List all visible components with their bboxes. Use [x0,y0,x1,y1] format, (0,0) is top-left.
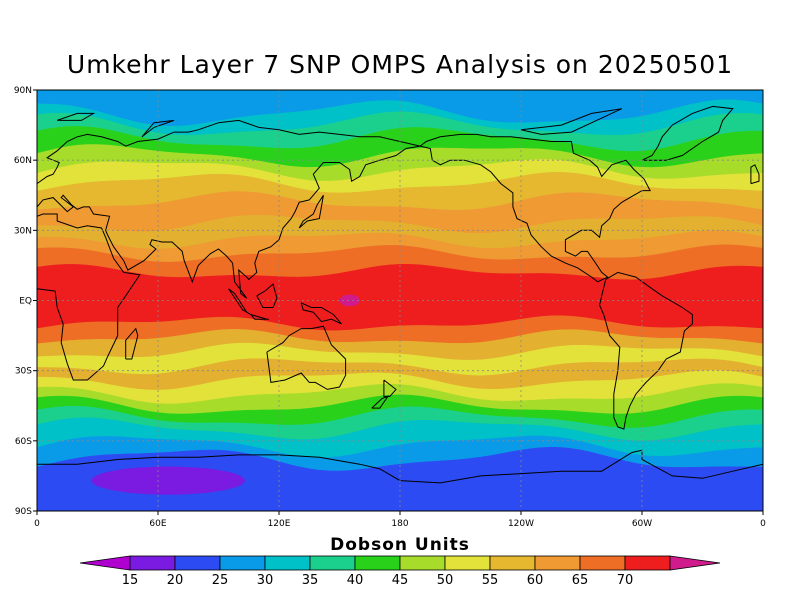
coastline [750,164,760,185]
colorbar-label: 20 [167,573,184,588]
coastline [125,327,139,360]
colorbar-swatch [219,555,266,571]
colorbar-label: 25 [212,573,229,588]
colorbar-label: 55 [482,573,499,588]
x-tick-label: 120W [508,519,534,529]
colorbar-swatch [444,555,491,571]
colorbar-swatch [399,555,446,571]
chart-title: Umkehr Layer 7 SNP OMPS Analysis on 2025… [66,50,734,79]
antarctic-minimum [91,466,245,495]
colorbar-label: 60 [527,573,544,588]
y-tick-label: 90S [15,507,32,517]
pacific-maximum [339,294,360,307]
colorbar: 15 20 25 30 35 40 45 50 55 60 65 70 [79,555,721,588]
coastline [37,213,141,381]
y-axis-ticks: 90N 60N 30N EQ 30S 60S 90S [14,86,37,517]
x-tick-label: 60W [632,519,652,529]
colorbar-swatch [534,555,581,571]
coastline [250,314,269,320]
colorbar-label: 30 [257,573,274,588]
coastline [37,449,763,484]
x-tick-label: 60E [149,519,166,529]
colorbar-swatch [489,555,536,571]
coastline [57,112,96,121]
coastline [266,325,347,390]
colorbar-swatch [624,555,671,571]
colorbar-swatch [264,555,311,571]
colorbar-title: Dobson Units [330,535,470,555]
colorbar-swatch [129,555,176,571]
contour-features [91,294,360,495]
coastline [641,105,734,161]
coastline [419,133,651,283]
coastline [599,271,693,430]
colorbar-swatch [174,555,221,571]
colorbar-label: 45 [392,573,409,588]
coastline [520,108,623,135]
y-tick-label: 30S [15,367,32,377]
colorbar-label: 70 [617,573,634,588]
coastline [300,302,342,325]
coastline [37,119,421,198]
colorbar-label: 65 [572,573,589,588]
grid-lines [37,90,763,511]
colorbar-label: 15 [122,573,139,588]
coastline [37,145,421,299]
colorbar-swatch [579,555,626,571]
colorbar-over-arrow [669,555,721,571]
colorbar-swatch [354,555,401,571]
coastlines [37,105,763,484]
y-tick-label: 90N [14,86,32,96]
x-tick-label: 120E [268,519,291,529]
x-tick-label: 180 [391,519,408,529]
x-tick-label: 0 [34,519,40,529]
coastline [141,119,175,138]
x-axis-ticks: 0 60E 120E 180 120W 60W 0 [34,511,766,529]
coastline [228,288,252,315]
contour-band [37,446,763,511]
colorbar-label: 35 [302,573,319,588]
coastline [298,195,324,229]
y-tick-label: 30N [14,226,32,236]
colorbar-label: 50 [437,573,454,588]
colorbar-swatch [309,555,356,571]
coastline [256,283,278,308]
colorbar-label: 40 [347,573,364,588]
x-tick-label: 0 [760,519,766,529]
coastline [371,395,390,409]
y-tick-label: 60N [14,156,32,166]
coastline [383,379,397,397]
colorbar-under-arrow [79,555,131,571]
y-tick-label: 60S [15,437,32,447]
y-tick-label: EQ [19,297,32,307]
